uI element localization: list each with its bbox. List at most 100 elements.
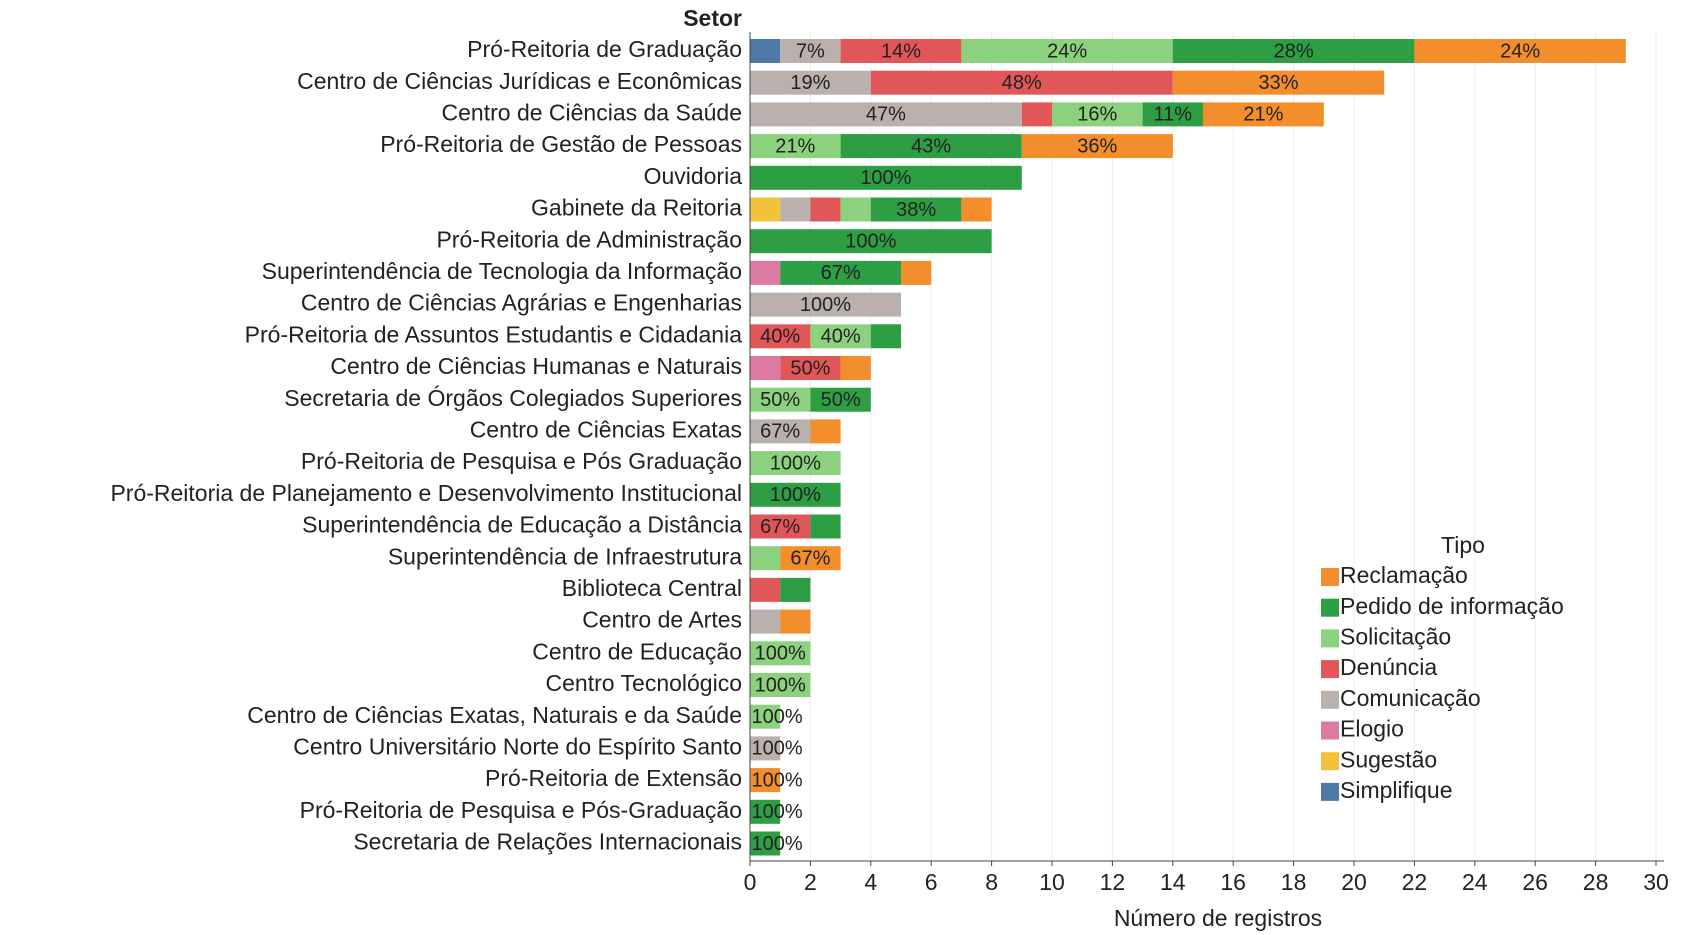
legend-swatch bbox=[1321, 660, 1339, 679]
segment-label: 50% bbox=[790, 357, 830, 379]
y-tick-label: Pró-Reitoria de Pesquisa e Pós-Graduação bbox=[300, 797, 742, 823]
bar-segment bbox=[810, 419, 841, 444]
legend-label: Simplifique bbox=[1340, 777, 1453, 803]
y-tick-label: Centro de Ciências Jurídicas e Econômica… bbox=[297, 68, 742, 94]
y-tick-label: Pró-Reitoria de Administração bbox=[436, 226, 742, 252]
segment-label: 7% bbox=[796, 40, 825, 62]
bar-segment bbox=[840, 356, 871, 380]
legend-label: Sugestão bbox=[1340, 746, 1437, 772]
segment-label: 24% bbox=[1047, 40, 1087, 62]
bar-segment bbox=[901, 260, 932, 285]
bar-segment bbox=[1021, 102, 1052, 127]
segment-label: 48% bbox=[1002, 72, 1042, 94]
x-tick-label: 26 bbox=[1522, 869, 1548, 895]
bar-segment bbox=[750, 482, 841, 507]
bar-segment bbox=[780, 356, 841, 380]
bar-segment bbox=[780, 260, 901, 285]
segment-label: 67% bbox=[760, 516, 800, 538]
legend-swatch bbox=[1321, 690, 1339, 709]
y-tick-label: Pró-Reitoria de Planejamento e Desenvolv… bbox=[110, 480, 742, 506]
bar-segment bbox=[750, 609, 781, 634]
bar-segment bbox=[750, 102, 1022, 127]
x-tick-label: 14 bbox=[1160, 869, 1186, 895]
y-tick-label: Centro de Ciências Agrárias e Engenharia… bbox=[301, 290, 742, 316]
bar-segment bbox=[780, 546, 841, 571]
y-tick-label: Centro de Ciências Exatas bbox=[470, 416, 742, 442]
bar-segment bbox=[810, 324, 871, 349]
x-tick-label: 12 bbox=[1100, 869, 1126, 895]
bar-segment bbox=[750, 324, 811, 349]
segment-label: 40% bbox=[821, 326, 861, 348]
segment-label: 47% bbox=[866, 104, 906, 126]
segment-label: 100% bbox=[752, 833, 803, 855]
bar-segment bbox=[750, 260, 781, 285]
bar-segment bbox=[810, 514, 841, 539]
bar-segment bbox=[780, 197, 811, 222]
y-tick-label: Secretaria de Relações Internacionais bbox=[353, 829, 742, 855]
bar-segment bbox=[780, 609, 811, 634]
legend-title: Tipo bbox=[1441, 532, 1485, 558]
segment-label: 100% bbox=[800, 294, 851, 316]
y-tick-label: Superintendência de Educação a Distância bbox=[302, 512, 742, 538]
y-tick-label: Pró-Reitoria de Assuntos Estudantis e Ci… bbox=[245, 321, 743, 347]
legend-swatch bbox=[1321, 629, 1339, 648]
bar-segment bbox=[750, 165, 1022, 190]
bar-segment bbox=[750, 387, 811, 412]
legend-label: Reclamação bbox=[1340, 562, 1468, 588]
y-tick-label: Superintendência de Tecnologia da Inform… bbox=[262, 258, 742, 284]
bar-segment bbox=[750, 736, 781, 761]
bar-segment bbox=[840, 39, 962, 63]
x-tick-label: 22 bbox=[1402, 869, 1428, 895]
bar-segment bbox=[870, 70, 1173, 95]
segment-label: 28% bbox=[1274, 40, 1314, 62]
y-tick-label: Superintendência de Infraestrutura bbox=[388, 543, 742, 569]
y-tick-label: Biblioteca Central bbox=[562, 575, 742, 601]
segment-label: 100% bbox=[845, 230, 896, 252]
segment-label: 40% bbox=[760, 326, 800, 348]
bar-segment bbox=[750, 451, 841, 476]
bar-segment bbox=[780, 39, 841, 63]
bar-segment bbox=[1414, 39, 1626, 63]
y-tick-label: Centro Tecnológico bbox=[546, 670, 742, 696]
y-tick-label: Centro de Ciências Exatas, Naturais e da… bbox=[247, 702, 742, 728]
y-tick-label: Secretaria de Órgãos Colegiados Superior… bbox=[284, 385, 742, 411]
segment-label: 21% bbox=[1243, 104, 1283, 126]
bar-segment bbox=[750, 356, 781, 380]
segment-label: 100% bbox=[755, 674, 806, 696]
y-tick-label: Ouvidoria bbox=[644, 163, 743, 189]
bar-segment bbox=[750, 39, 781, 63]
x-tick-label: 4 bbox=[864, 869, 877, 895]
bar-segment bbox=[750, 577, 781, 602]
y-tick-label: Centro de Ciências da Saúde bbox=[442, 99, 742, 125]
bar-segment bbox=[750, 134, 841, 159]
y-tick-label: Pró-Reitoria de Graduação bbox=[467, 36, 742, 62]
segment-label: 67% bbox=[790, 547, 830, 569]
bar-segment bbox=[1203, 102, 1324, 127]
segment-label: 100% bbox=[755, 643, 806, 665]
x-tick-label: 30 bbox=[1643, 869, 1669, 895]
bar-segment bbox=[1021, 134, 1173, 159]
bar-segment bbox=[1172, 39, 1415, 63]
legend-swatch bbox=[1321, 598, 1339, 617]
y-tick-label: Pró-Reitoria de Pesquisa e Pós Graduação bbox=[301, 448, 742, 474]
bar-segment bbox=[870, 197, 962, 222]
x-tick-label: 18 bbox=[1281, 869, 1307, 895]
segment-label: 100% bbox=[752, 706, 803, 728]
segment-label: 100% bbox=[770, 484, 821, 506]
bar-segment bbox=[840, 134, 1022, 159]
legend-swatch bbox=[1321, 752, 1339, 771]
bar-segment bbox=[1172, 70, 1385, 95]
x-tick-label: 10 bbox=[1039, 869, 1065, 895]
segment-label: 100% bbox=[752, 738, 803, 760]
legend-label: Solicitação bbox=[1340, 623, 1451, 649]
segment-label: 16% bbox=[1077, 104, 1117, 126]
segment-label: 100% bbox=[752, 801, 803, 823]
bar-segment bbox=[750, 768, 781, 793]
segment-label: 50% bbox=[760, 389, 800, 411]
y-tick-label: Pró-Reitoria de Gestão de Pessoas bbox=[380, 131, 742, 157]
bar-segment bbox=[750, 419, 811, 444]
segment-label: 100% bbox=[752, 769, 803, 791]
segment-label: 36% bbox=[1077, 135, 1117, 157]
x-tick-label: 28 bbox=[1583, 869, 1609, 895]
